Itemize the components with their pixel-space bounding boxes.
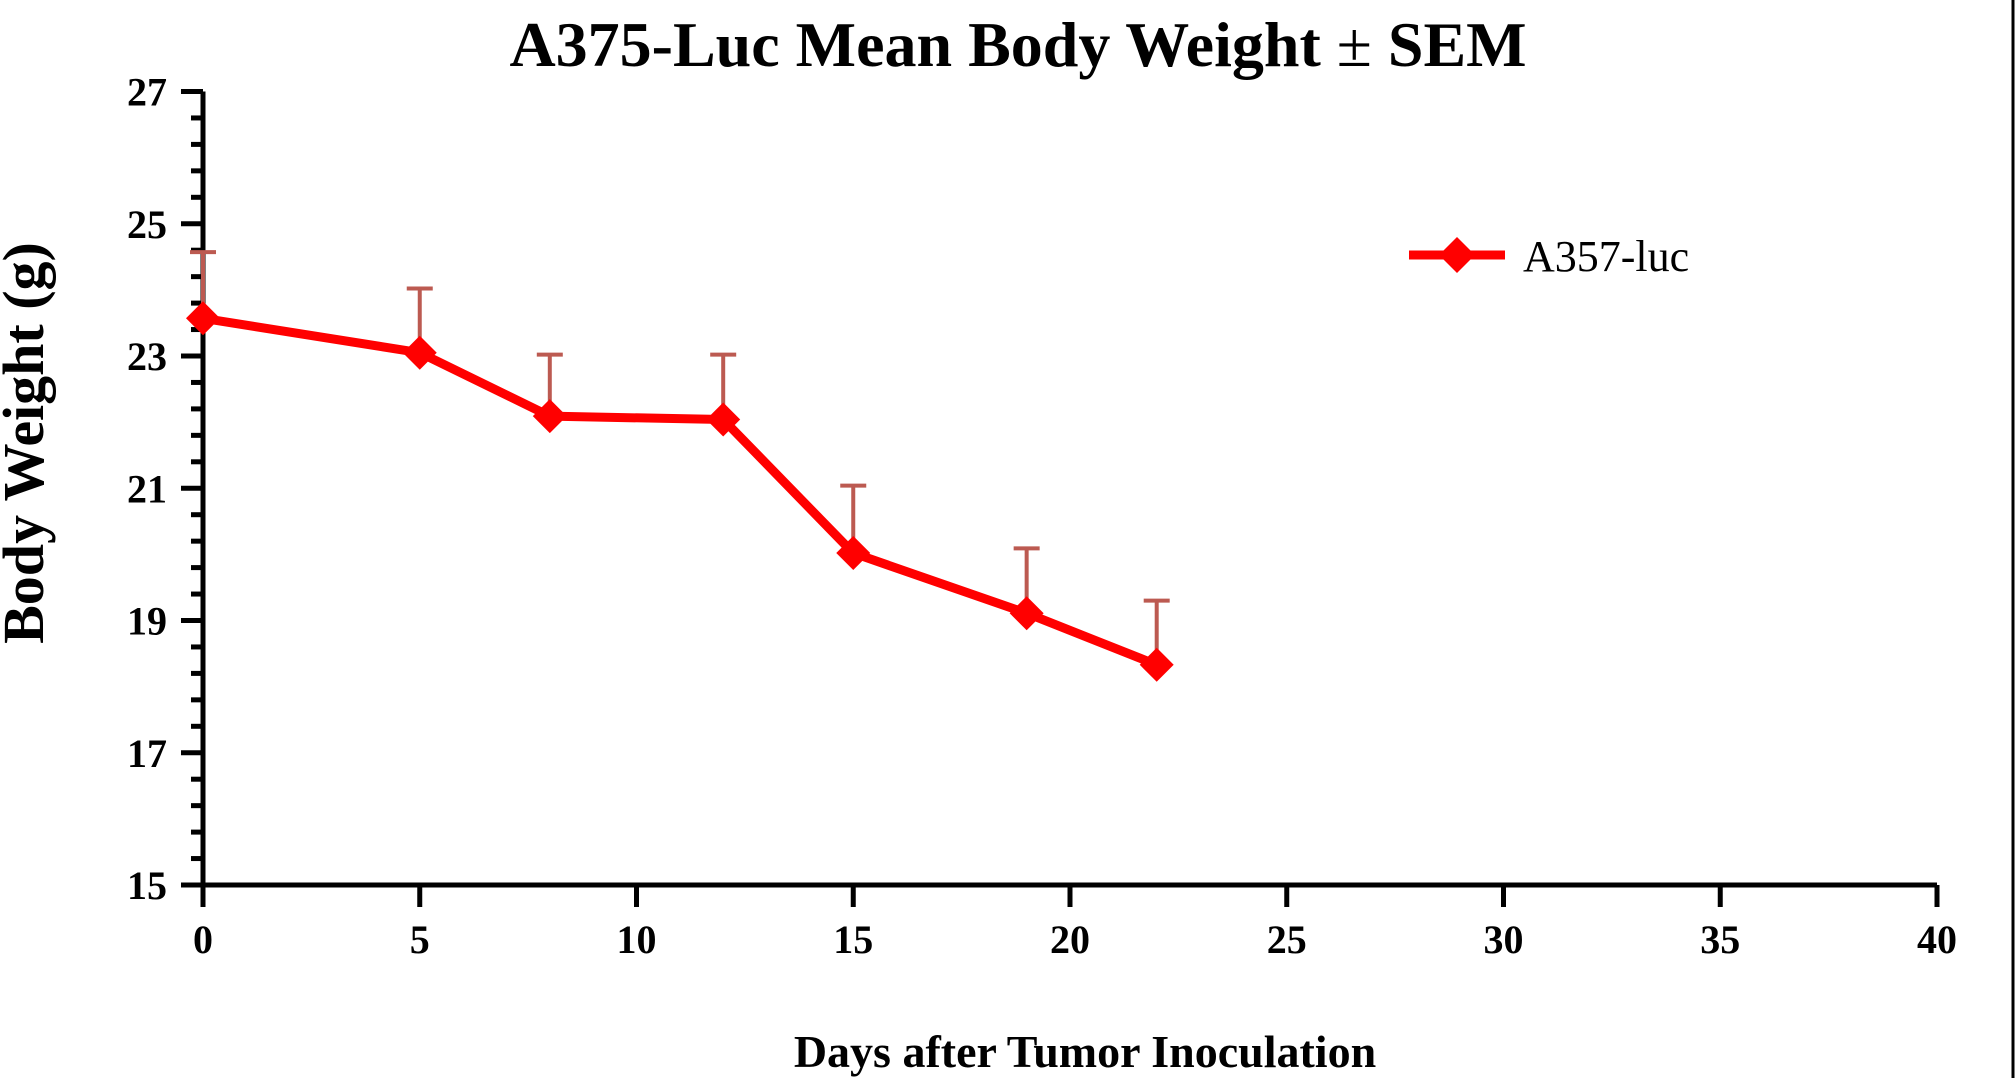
svg-text:21: 21 (127, 466, 167, 511)
svg-text:17: 17 (127, 731, 167, 776)
svg-text:Body Weight (g): Body Weight (g) (0, 242, 56, 644)
svg-text:25: 25 (1267, 917, 1307, 962)
svg-text:40: 40 (1917, 917, 1957, 962)
svg-text:15: 15 (127, 863, 167, 908)
svg-text:A357-luc: A357-luc (1523, 232, 1689, 281)
svg-text:25: 25 (127, 202, 167, 247)
svg-text:20: 20 (1050, 917, 1090, 962)
svg-text:30: 30 (1484, 917, 1524, 962)
svg-text:10: 10 (617, 917, 657, 962)
svg-text:Days after Tumor Inoculation: Days after Tumor Inoculation (794, 1026, 1376, 1077)
svg-text:19: 19 (127, 599, 167, 644)
svg-text:35: 35 (1700, 917, 1740, 962)
svg-text:5: 5 (410, 917, 430, 962)
svg-text:23: 23 (127, 334, 167, 379)
svg-text:0: 0 (193, 917, 213, 962)
svg-text:27: 27 (127, 70, 167, 115)
svg-text:A375-Luc Mean Body Weight ± SE: A375-Luc Mean Body Weight ± SEM (509, 9, 1526, 80)
svg-text:15: 15 (833, 917, 873, 962)
